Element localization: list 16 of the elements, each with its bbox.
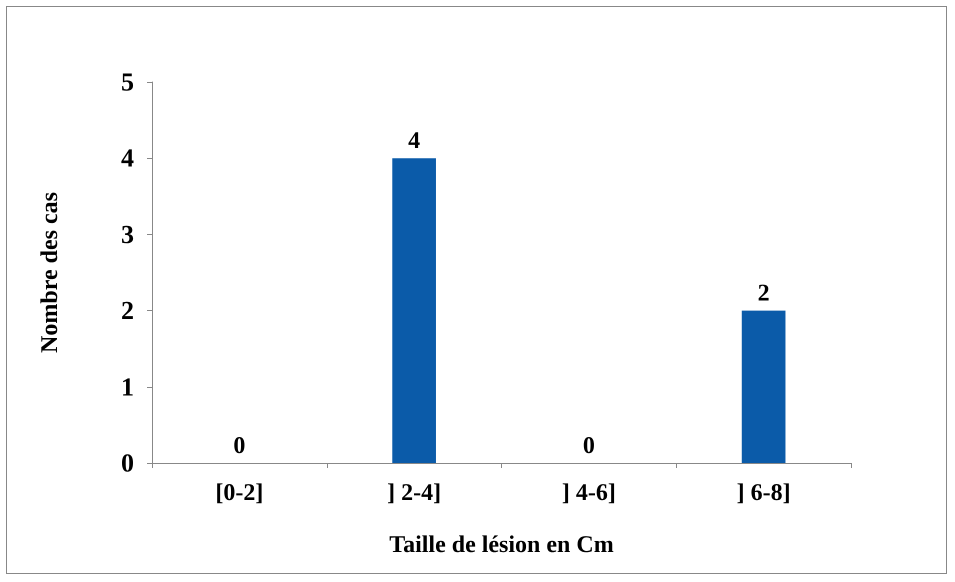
data-label: 4 [408,128,420,154]
y-tick-label: 2 [121,296,134,326]
y-tick-label: 1 [121,372,134,402]
y-tick-label: 3 [121,220,134,249]
x-tick-label: ] 2-4] [387,480,442,506]
data-label: 0 [233,433,246,459]
x-tick-label: ] 4-6] [562,480,616,506]
x-tick-label: [0-2] [215,480,264,506]
data-label: 0 [582,433,595,459]
x-tick-label: ] 6-8] [736,480,791,506]
y-tick-label: 5 [121,68,134,96]
x-axis-title: Taille de lésion en Cm [389,532,614,558]
data-label: 2 [758,280,770,307]
y-axis-title: Nombre des cas [37,192,63,353]
y-tick-label: 0 [121,448,134,478]
y-tick-label: 4 [121,144,134,173]
